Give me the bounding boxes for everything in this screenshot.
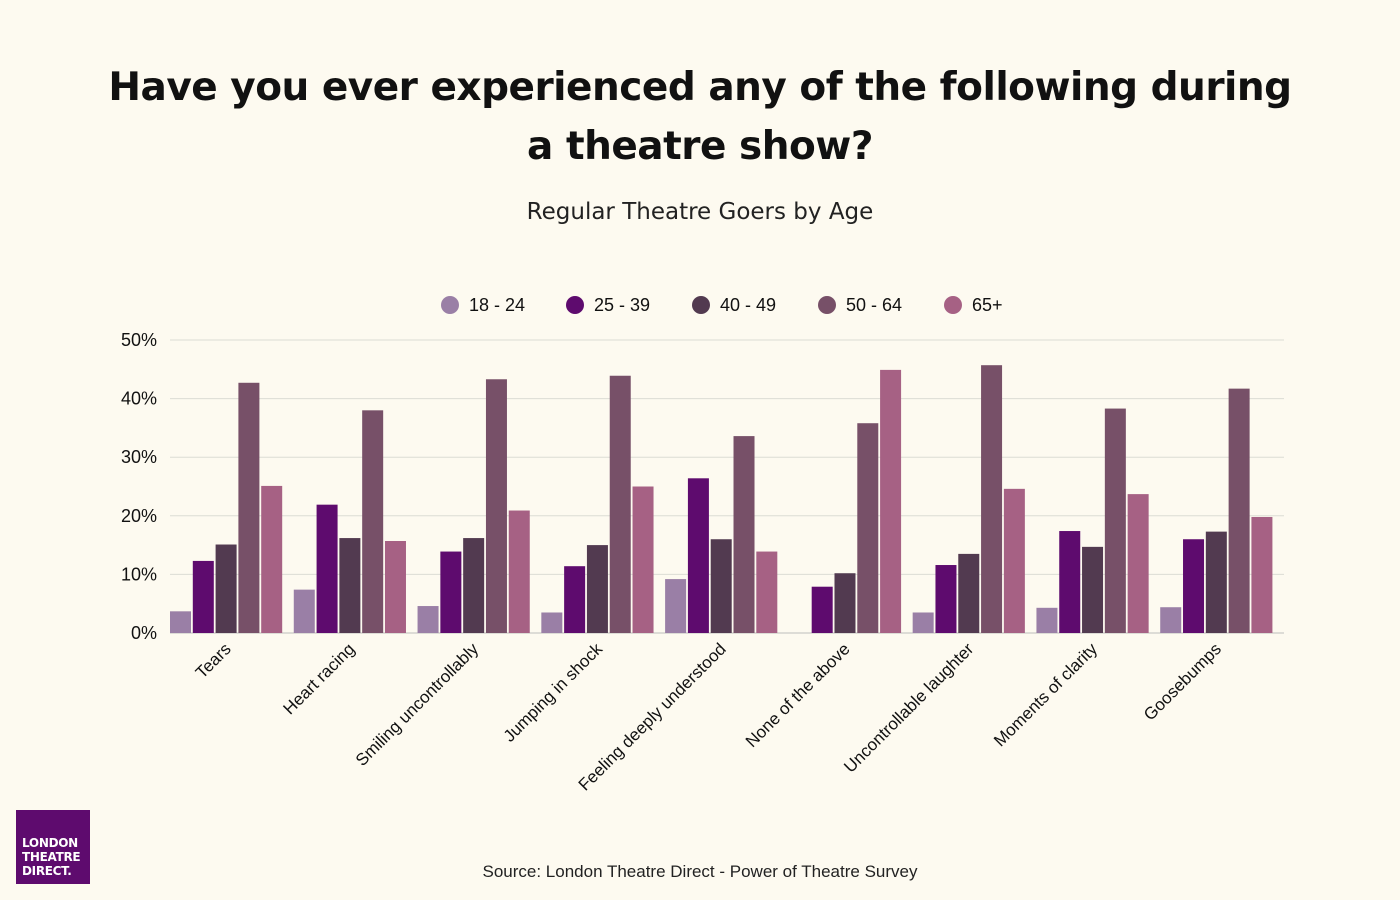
legend-label: 18 - 24 xyxy=(469,295,525,315)
legend-swatch xyxy=(441,296,459,314)
legend-swatch xyxy=(818,296,836,314)
bar-18-24-7 xyxy=(912,612,934,633)
bar-40-49-8 xyxy=(1082,546,1104,633)
bar-25-39-1 xyxy=(192,560,214,633)
x-category-label: Feeling deeply understood xyxy=(575,639,730,794)
bar-65+-1 xyxy=(261,485,283,633)
source-note: Source: London Theatre Direct - Power of… xyxy=(482,862,918,881)
bar-65+-4 xyxy=(632,486,654,633)
chart-title: Have you ever experienced any of the fol… xyxy=(108,65,1292,169)
chart-subtitle: Regular Theatre Goers by Age xyxy=(526,199,874,225)
bar-50-64-9 xyxy=(1228,388,1250,633)
x-category-label: Goosebumps xyxy=(1140,639,1225,724)
bar-40-49-1 xyxy=(215,544,237,633)
bar-25-39-8 xyxy=(1059,531,1081,633)
x-category-label: Heart racing xyxy=(280,639,359,718)
bar-25-39-9 xyxy=(1183,539,1205,633)
bar-25-39-3 xyxy=(440,551,462,633)
logo-line: THEATRE xyxy=(22,850,81,864)
y-tick-label: 0% xyxy=(131,623,157,643)
bar-18-24-5 xyxy=(665,579,687,633)
logo-line: DIRECT. xyxy=(22,864,72,878)
bar-18-24-1 xyxy=(170,611,191,633)
legend: 18 - 24 25 - 39 40 - 49 50 - 64 65+ xyxy=(441,295,1003,315)
x-category-label: Jumping in shock xyxy=(500,639,607,746)
bar-18-24-3 xyxy=(417,606,439,633)
bar-18-24-4 xyxy=(541,612,563,633)
bar-65+-5 xyxy=(756,551,778,633)
bar-50-64-7 xyxy=(981,365,1003,633)
bar-40-49-5 xyxy=(710,539,732,633)
y-axis: 0% 10% 20% 30% 40% 50% xyxy=(121,330,157,643)
bar-18-24-8 xyxy=(1036,607,1058,633)
x-category-label: Tears xyxy=(192,639,235,682)
legend-label: 40 - 49 xyxy=(720,295,776,315)
bar-65+-7 xyxy=(1003,488,1025,633)
legend-swatch xyxy=(944,296,962,314)
bar-40-49-9 xyxy=(1205,531,1227,633)
bar-65+-8 xyxy=(1127,494,1149,633)
x-category-label: Smiling uncontrollably xyxy=(352,639,483,770)
bar-50-64-2 xyxy=(362,410,384,633)
bar-40-49-6 xyxy=(834,573,856,633)
bar-65+-3 xyxy=(508,510,530,633)
bar-50-64-1 xyxy=(238,382,260,633)
y-tick-label: 10% xyxy=(121,564,157,584)
bar-65+-6 xyxy=(880,369,902,633)
legend-label: 65+ xyxy=(972,295,1003,315)
bar-25-39-2 xyxy=(316,504,338,633)
bar-50-64-3 xyxy=(485,379,507,633)
bar-50-64-5 xyxy=(733,436,755,633)
bar-25-39-6 xyxy=(811,586,833,633)
bar-50-64-6 xyxy=(857,423,879,633)
bar-40-49-7 xyxy=(958,553,980,633)
bar-65+-2 xyxy=(384,540,406,633)
y-tick-label: 50% xyxy=(121,330,157,350)
london-theatre-direct-logo: LONDON THEATRE DIRECT. xyxy=(16,810,90,884)
legend-label: 50 - 64 xyxy=(846,295,902,315)
bar-40-49-2 xyxy=(339,538,361,633)
bar-50-64-4 xyxy=(609,375,631,633)
bar-50-64-8 xyxy=(1104,408,1126,633)
bar-40-49-4 xyxy=(586,545,608,633)
bar-40-49-3 xyxy=(463,538,485,633)
y-tick-label: 30% xyxy=(121,447,157,467)
bar-65+-9 xyxy=(1251,516,1273,633)
bar-25-39-7 xyxy=(935,565,957,633)
x-category-label: Uncontrollable laughter xyxy=(840,639,977,776)
legend-label: 25 - 39 xyxy=(594,295,650,315)
bar-25-39-4 xyxy=(564,566,586,633)
bar-18-24-9 xyxy=(1160,607,1182,633)
bar-25-39-5 xyxy=(687,478,709,633)
y-tick-label: 20% xyxy=(121,506,157,526)
bars xyxy=(170,365,1273,633)
legend-swatch xyxy=(566,296,584,314)
bar-18-24-2 xyxy=(293,589,315,633)
y-tick-label: 40% xyxy=(121,389,157,409)
legend-swatch xyxy=(692,296,710,314)
x-category-label: None of the above xyxy=(742,639,854,751)
x-category-label: Moments of clarity xyxy=(990,639,1101,750)
logo-line: LONDON xyxy=(22,836,78,850)
